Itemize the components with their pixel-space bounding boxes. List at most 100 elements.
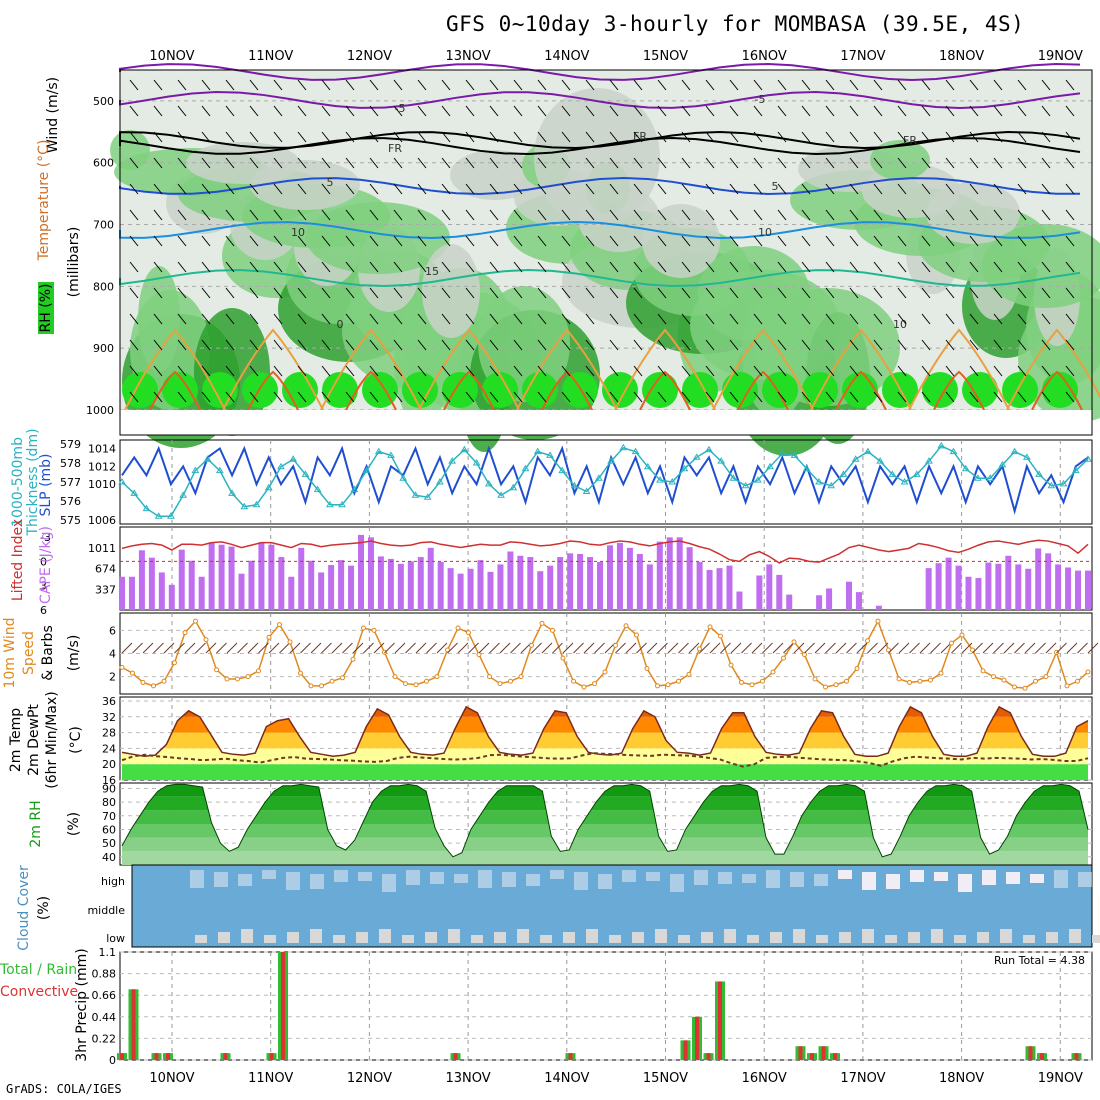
wind-barb: [297, 79, 307, 91]
wind-barb: [465, 339, 475, 351]
wind-speed-marker: [854, 666, 860, 672]
low-cloud-block: [678, 935, 690, 943]
wind-barb: [249, 209, 259, 221]
wind-barb: [465, 157, 475, 169]
wind-barb: [729, 339, 739, 351]
wind-barb: [846, 642, 857, 654]
wind-barb: [825, 287, 835, 299]
wind-barb: [273, 391, 283, 403]
wind-barb: [417, 79, 427, 91]
contour-label: FR: [388, 142, 402, 155]
high-cloud-block: [214, 872, 228, 887]
cape-bar: [766, 564, 773, 610]
wind-barb: [201, 261, 211, 273]
wind-speed-marker: [350, 656, 356, 662]
wind-barb: [777, 391, 787, 403]
temp-contour: [1031, 370, 1083, 411]
wind-speed-marker: [140, 679, 146, 685]
temp-contour: [119, 63, 1081, 81]
wind-barb: [897, 105, 907, 117]
wind-barb: [537, 209, 547, 221]
wind-barb: [1041, 235, 1051, 247]
wind-barb: [177, 287, 187, 299]
date-label-bottom: 17NOV: [840, 1071, 885, 1086]
precip-tick: 1.1: [99, 946, 117, 959]
wind-barb: [945, 261, 955, 273]
wind-barb: [225, 105, 235, 117]
wind-barb: [249, 287, 259, 299]
wind-barb: [177, 313, 187, 325]
y-label-rh: RH (%): [38, 284, 54, 333]
wind-barb: [940, 642, 952, 654]
wind-barb: [657, 339, 667, 351]
wind-speed-marker: [172, 660, 177, 666]
high-cloud-block: [790, 872, 804, 887]
low-cloud-block: [471, 935, 483, 943]
wind-barb: [825, 235, 835, 247]
thickness-marker: [802, 464, 811, 472]
date-label-bottom: 11NOV: [248, 1071, 293, 1086]
wind-barb: [1024, 642, 1036, 654]
low-cloud-block: [310, 929, 322, 943]
wind-barb: [369, 287, 379, 299]
wind-barb: [705, 105, 715, 117]
low-cloud-block: [402, 935, 414, 943]
thickness-marker: [130, 489, 139, 496]
wind-barb: [969, 313, 979, 325]
wind-barb: [417, 261, 427, 273]
precip-conv-bar: [695, 1016, 699, 1060]
wind-barb: [741, 642, 752, 654]
cape-bar: [178, 549, 185, 610]
high-cloud-block: [550, 870, 564, 879]
thickness-tick: 577: [60, 476, 81, 489]
wind-barb: [225, 391, 235, 403]
wind-barb: [297, 131, 307, 143]
wind-speed-marker: [823, 684, 828, 690]
wind-barb: [585, 157, 595, 169]
wind-barb: [184, 642, 196, 654]
wind-barb: [321, 287, 331, 299]
thickness-tick: 579: [60, 438, 81, 451]
wind-barb: [705, 391, 715, 403]
wind-barb: [873, 157, 883, 169]
wind-barb: [909, 642, 920, 654]
wind-barb: [1087, 642, 1099, 654]
wind-barb: [681, 131, 691, 143]
wind-barb: [177, 261, 187, 273]
wind-barb: [678, 642, 689, 654]
wind-barb: [561, 131, 571, 143]
date-label-top: 19NOV: [1038, 49, 1083, 64]
wind-barb: [919, 642, 931, 654]
rh-area: [522, 372, 558, 408]
wind-barb: [585, 313, 595, 325]
precip-conv-bar: [833, 1053, 837, 1060]
wind-barb: [297, 209, 307, 221]
temp-contour: [835, 370, 887, 411]
thickness-marker: [1010, 447, 1019, 455]
wind-barb: [321, 157, 331, 169]
wind-barb: [657, 79, 667, 91]
pressure-tick: 1000: [86, 404, 114, 417]
temp-tick: 16: [102, 774, 116, 787]
wind-barb: [609, 209, 619, 221]
cape-bar: [1075, 570, 1082, 610]
low-cloud-block: [1000, 929, 1012, 943]
wind-barb: [753, 287, 763, 299]
wind-barb: [945, 131, 955, 143]
wind-barb: [897, 365, 907, 377]
wind-barb: [345, 105, 355, 117]
wind-barb: [969, 391, 979, 403]
cape-bar: [955, 565, 962, 610]
wind-barb: [609, 79, 619, 91]
wind-speed-marker: [697, 646, 702, 652]
contour-label: 5: [327, 176, 334, 189]
cape-bar: [826, 588, 833, 610]
wind-barb: [345, 339, 355, 351]
high-cloud-block: [406, 870, 420, 885]
cape-bar: [646, 564, 653, 610]
thickness-marker: [851, 455, 860, 462]
wind-speed-marker: [214, 667, 219, 673]
temp-band: [122, 764, 1088, 780]
rh-band: [122, 824, 1088, 838]
precip-conv-bar: [683, 1040, 688, 1060]
